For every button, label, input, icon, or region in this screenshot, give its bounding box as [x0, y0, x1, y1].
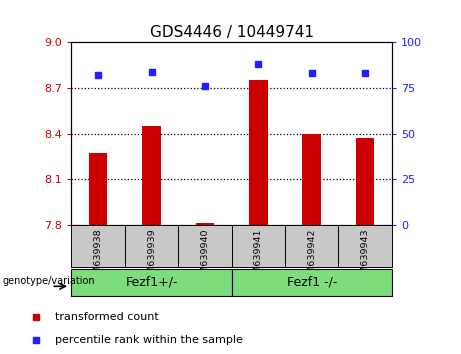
Bar — [71, 269, 231, 296]
Text: transformed count: transformed count — [55, 312, 159, 322]
Text: GSM639938: GSM639938 — [94, 228, 103, 286]
Text: genotype/variation: genotype/variation — [2, 276, 95, 286]
Bar — [89, 153, 107, 225]
Text: GSM639943: GSM639943 — [361, 228, 370, 286]
Bar — [338, 225, 392, 267]
Bar — [125, 225, 178, 267]
Text: GSM639941: GSM639941 — [254, 228, 263, 286]
Text: GSM639940: GSM639940 — [201, 228, 209, 286]
Bar — [231, 269, 392, 296]
Title: GDS4446 / 10449741: GDS4446 / 10449741 — [150, 25, 313, 40]
Bar — [231, 225, 285, 267]
Text: GSM639939: GSM639939 — [147, 228, 156, 286]
Text: Fezf1+/-: Fezf1+/- — [125, 276, 178, 289]
Text: Fezf1 -/-: Fezf1 -/- — [287, 276, 337, 289]
Bar — [178, 225, 231, 267]
Bar — [356, 138, 374, 225]
Text: GSM639942: GSM639942 — [307, 228, 316, 286]
Bar — [249, 80, 268, 225]
Bar — [71, 225, 125, 267]
Bar — [285, 225, 338, 267]
Bar — [195, 223, 214, 225]
Bar — [142, 126, 161, 225]
Text: percentile rank within the sample: percentile rank within the sample — [55, 335, 243, 346]
Bar — [302, 133, 321, 225]
